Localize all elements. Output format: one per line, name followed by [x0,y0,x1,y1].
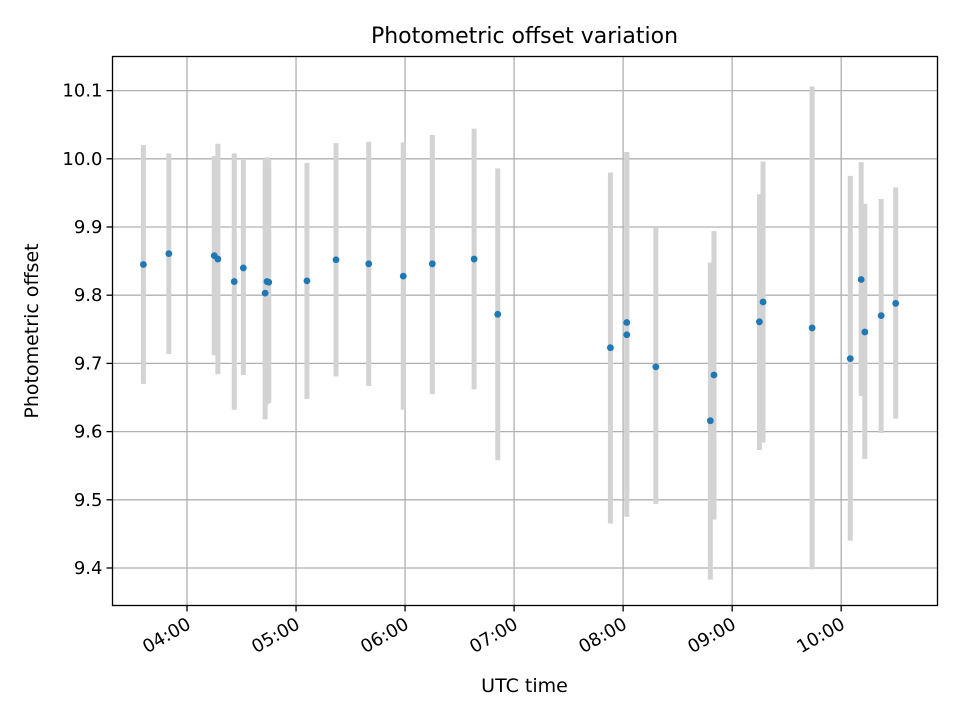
data-point [710,371,718,379]
y-tick-label: 10.0 [62,149,102,170]
y-tick-label: 9.6 [74,422,103,443]
data-point [607,344,614,352]
data-point [399,272,407,280]
data-point [214,255,222,263]
data-point [494,310,502,318]
y-axis: 9.4 9.5 9.6 9.7 9.8 9.9 10.0 10.1 [62,81,113,579]
data-point [239,264,247,272]
data-points [139,250,900,425]
data-point [877,312,885,320]
data-point [261,289,269,297]
y-tick-label: 9.9 [74,217,103,238]
data-point [756,318,763,326]
data-point [165,250,173,257]
data-point [139,261,147,268]
data-point [365,260,373,268]
y-axis-label: Photometric offset [21,243,43,418]
data-point [652,363,660,371]
y-tick-label: 9.4 [74,558,103,579]
plot-frame [111,55,939,607]
data-point [265,278,273,286]
data-point [470,255,478,263]
data-point [759,298,767,306]
data-point [332,256,340,264]
data-point [892,299,900,307]
data-point [857,276,865,283]
data-point [428,260,436,268]
data-point [303,277,311,285]
data-point [706,417,714,425]
x-axis-label: UTC time [481,675,568,697]
data-point [230,278,238,285]
y-tick-label: 9.7 [74,353,103,374]
y-tick-label: 9.5 [74,490,103,511]
y-tick-label: 10.1 [62,81,102,102]
y-tick-label: 9.8 [74,285,103,306]
data-point [623,331,631,339]
data-point [846,355,854,363]
data-point [808,324,816,332]
data-point [623,319,631,326]
chart-title: Photometric offset variation [371,24,678,49]
data-point [861,328,869,336]
